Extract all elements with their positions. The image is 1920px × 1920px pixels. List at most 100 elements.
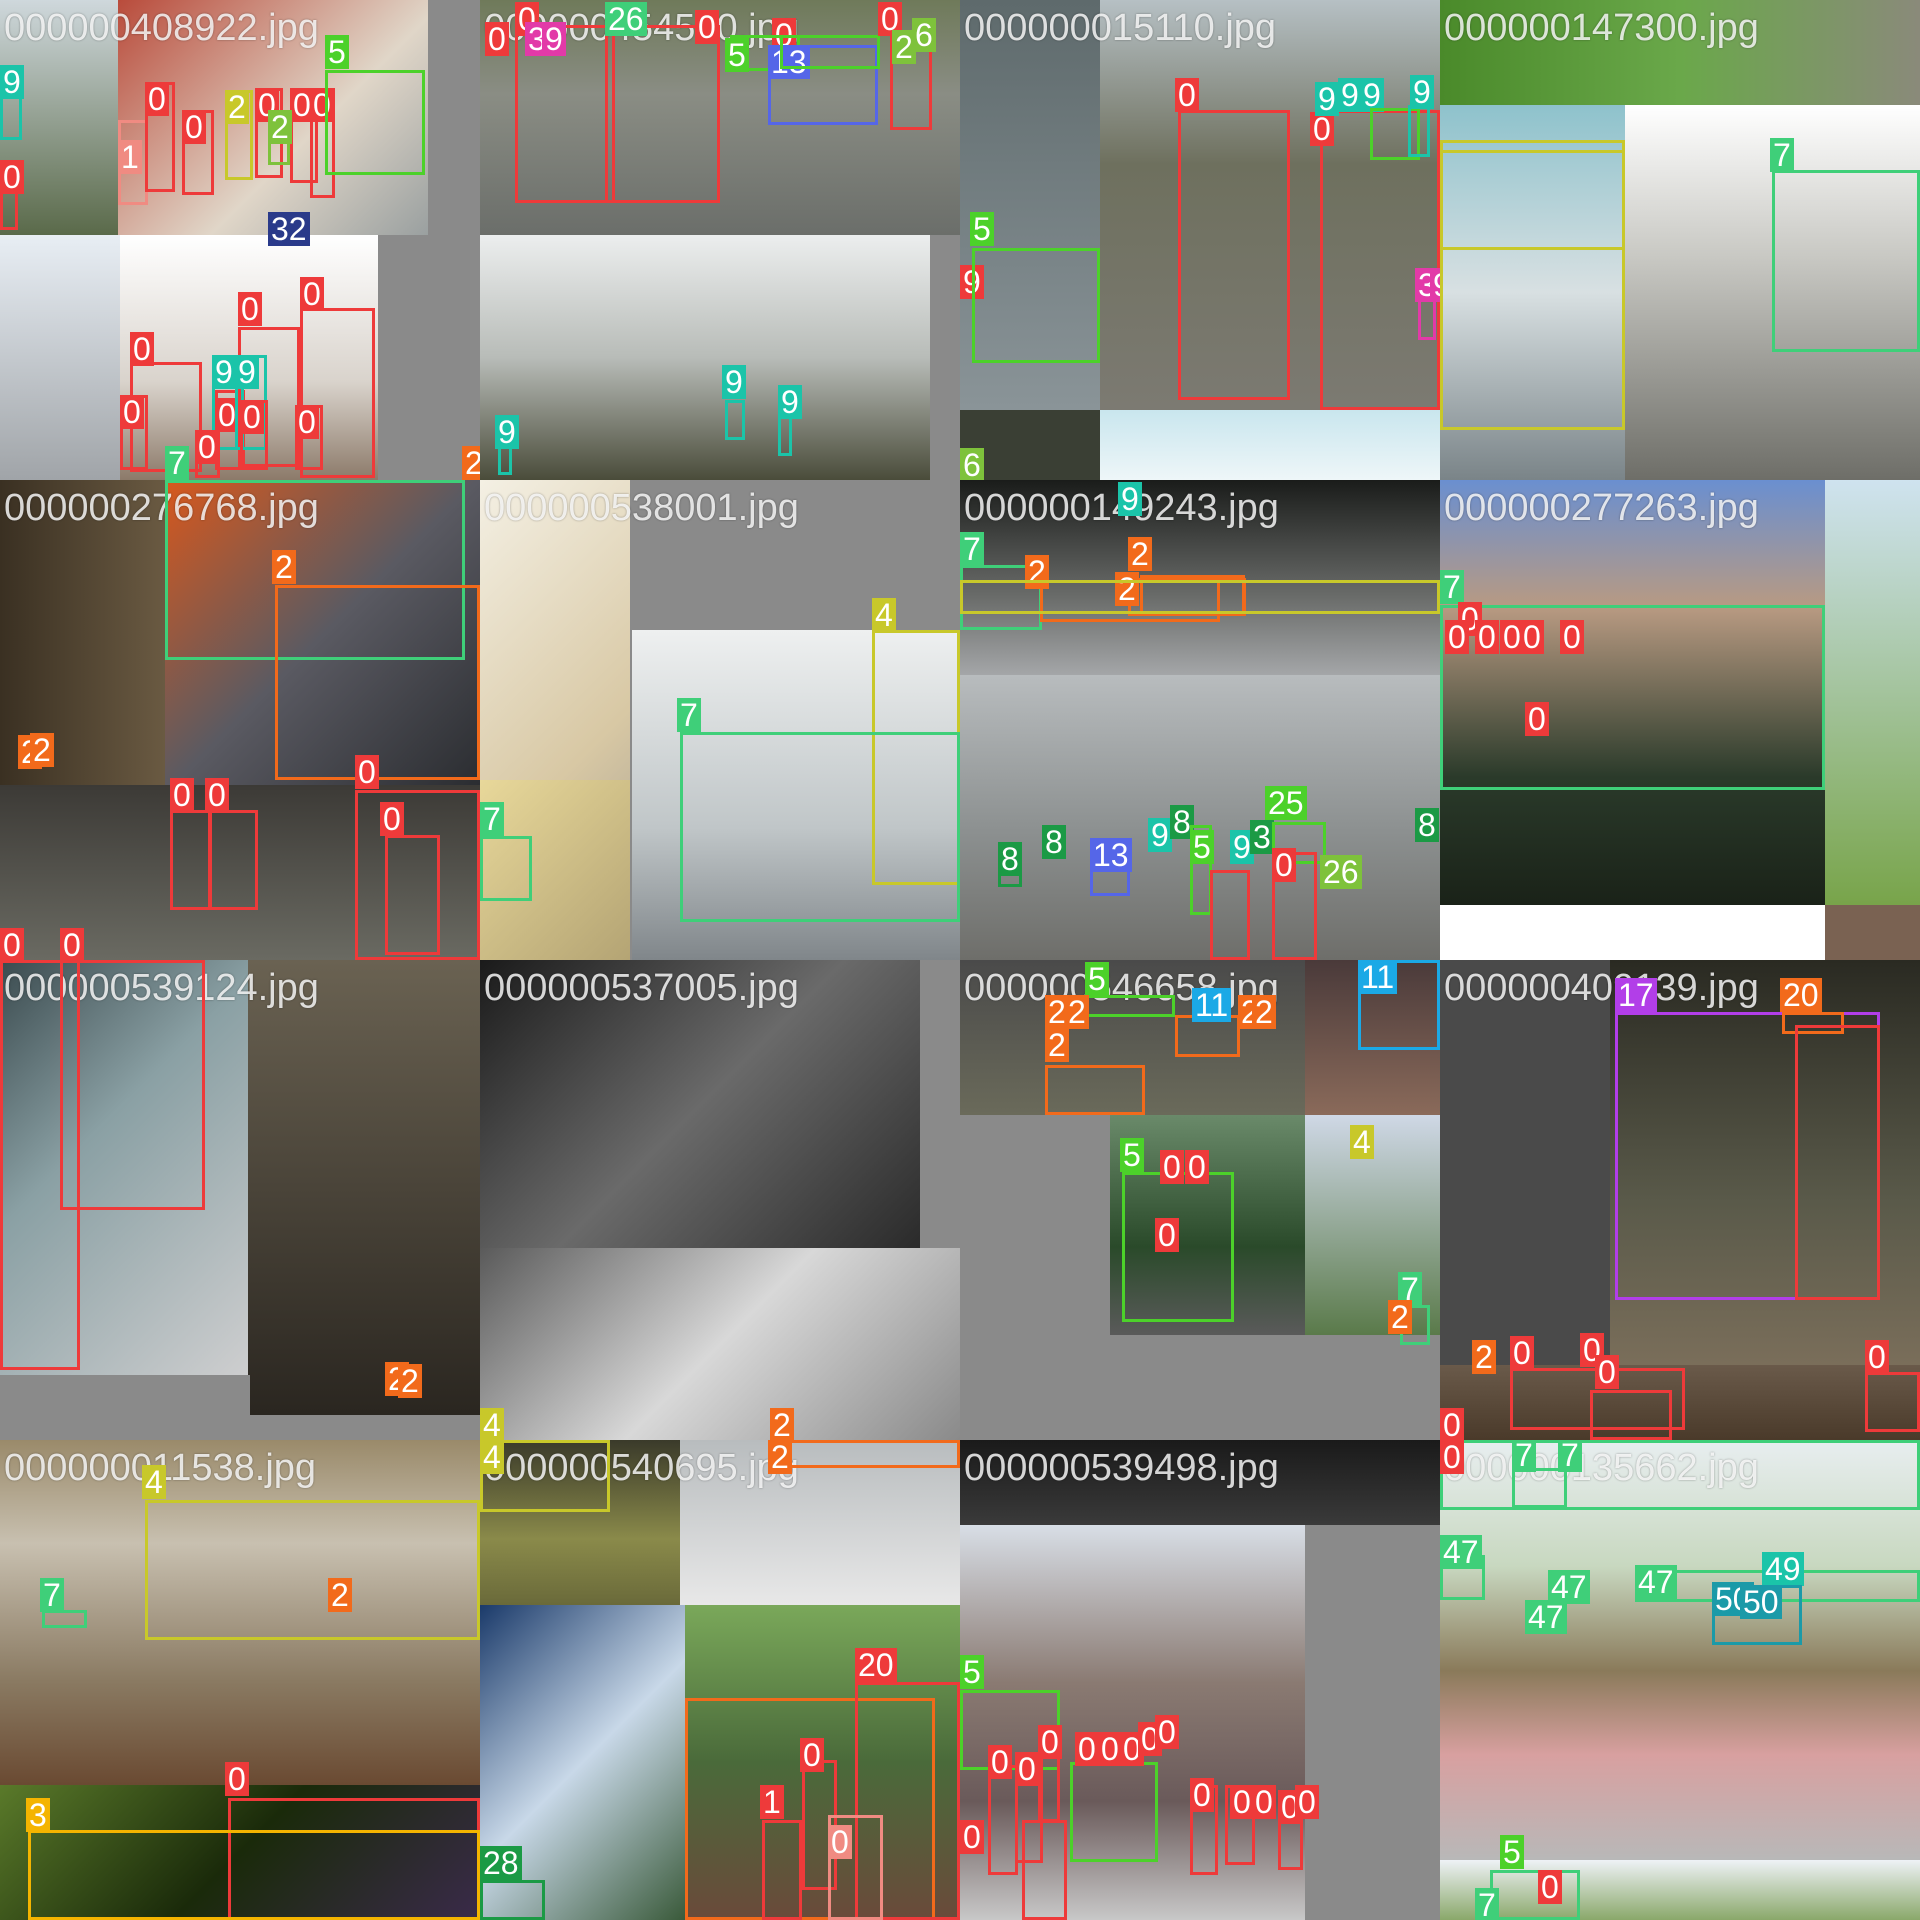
class-label: 2 — [272, 550, 296, 584]
class-label: 0 — [1445, 620, 1469, 654]
class-label: 7 — [165, 446, 189, 480]
class-label: 50 — [1740, 1585, 1782, 1619]
class-label: 0 — [485, 22, 509, 56]
class-label: 9 — [235, 355, 259, 389]
class-label: 7 — [960, 532, 984, 566]
class-label: 2 — [30, 733, 54, 767]
bounding-box — [42, 1610, 87, 1628]
class-label: 9 — [1410, 75, 1434, 109]
bounding-box — [1408, 105, 1430, 157]
bounding-box — [780, 35, 880, 69]
class-label: 1 — [118, 140, 142, 174]
class-label: 26 — [1320, 855, 1362, 889]
class-label: 0 — [1098, 1732, 1122, 1766]
mosaic-tile: 000000015110.jpg 0 0 9 9 9 9 9 5 3 9 6 — [960, 0, 1440, 480]
class-label: 2 — [1045, 995, 1069, 1029]
mosaic-tile: 000000539498.jpg 5 0 0 0 0 0 0 0 0 0 0 0… — [960, 1440, 1440, 1920]
class-label: 5 — [960, 1655, 984, 1689]
bounding-box — [480, 1440, 610, 1512]
class-label: 8 — [1415, 808, 1439, 842]
bounding-box — [1045, 1065, 1145, 1115]
class-label: 9 — [960, 265, 984, 299]
class-label: 49 — [1762, 1552, 1804, 1586]
class-label: 47 — [1635, 1565, 1677, 1599]
photo-region — [248, 960, 480, 1415]
photo-region — [0, 960, 250, 1380]
class-label: 0 — [1440, 1440, 1464, 1474]
class-label: 5 — [1190, 830, 1214, 864]
bounding-box — [1440, 1440, 1920, 1510]
bounding-box — [385, 835, 440, 955]
photo-region — [960, 960, 1305, 1115]
class-label: 0 — [1272, 848, 1296, 882]
class-label: 0 — [878, 2, 902, 36]
class-label: 0 — [1175, 78, 1199, 112]
class-label: 4 — [142, 1465, 166, 1499]
bounding-box — [828, 1815, 883, 1920]
class-label: 2 — [1252, 995, 1276, 1029]
class-label: 4 — [480, 1440, 504, 1474]
class-label: 0 — [355, 755, 379, 789]
class-label: 7 — [1475, 1888, 1499, 1920]
class-label: 9 — [1315, 82, 1339, 116]
class-label: 13 — [768, 45, 810, 79]
bounding-box — [685, 1698, 935, 1920]
class-label: 47 — [1548, 1570, 1590, 1604]
class-label: 6 — [912, 18, 936, 52]
class-label: 0 — [145, 82, 169, 116]
bounding-box — [1772, 170, 1920, 352]
mosaic-tile: 000000135662.jpg 0 7 7 47 47 47 47 49 50… — [1440, 1440, 1920, 1920]
class-label: 4 — [1350, 1125, 1374, 1159]
photo-region — [960, 0, 1105, 410]
class-label: 2 — [462, 446, 480, 480]
class-label: 0 — [1160, 1150, 1184, 1184]
bounding-box — [480, 836, 532, 901]
class-label: 9 — [542, 22, 566, 56]
class-label: 0 — [120, 395, 144, 429]
class-label: 0 — [828, 1825, 852, 1859]
class-label: 0 — [1190, 1778, 1214, 1812]
class-label: 0 — [1155, 1218, 1179, 1252]
photo-region — [480, 960, 920, 1250]
bounding-box — [1782, 1012, 1844, 1034]
photo-region — [165, 480, 480, 790]
photo-region — [1440, 1440, 1920, 1860]
mosaic-tile: 000000539124.jpg 2 2 — [0, 960, 480, 1440]
class-label: 2 — [1472, 1340, 1496, 1374]
class-label: 7 — [1512, 1440, 1536, 1472]
class-label: 9 — [1338, 78, 1362, 112]
class-label: 9 — [495, 415, 519, 449]
photo-region — [1440, 960, 1610, 1365]
photo-region — [1825, 905, 1920, 960]
class-label: 0 — [988, 1745, 1012, 1779]
class-label: 2 — [1128, 537, 1152, 571]
photo-region — [1440, 480, 1825, 905]
bounding-box — [480, 1880, 545, 1920]
class-label: 4 — [872, 598, 896, 632]
class-label: 0 — [1538, 1870, 1562, 1904]
class-label: 2 — [1045, 1028, 1069, 1062]
class-label: 9 — [1148, 818, 1172, 852]
bounding-box — [680, 732, 960, 922]
class-label: 7 — [1398, 1272, 1422, 1306]
bounding-box — [275, 585, 480, 780]
class-label: 9 — [1230, 830, 1254, 864]
bounding-box — [770, 1440, 960, 1468]
class-label: 7 — [40, 1578, 64, 1612]
photo-region — [480, 780, 630, 960]
bounding-box — [762, 1820, 802, 1920]
class-label: 20 — [855, 1648, 897, 1682]
bounding-box — [28, 1830, 480, 1920]
photo-region — [1440, 0, 1920, 105]
bounding-box — [1370, 108, 1420, 160]
class-label: 2 — [892, 30, 916, 64]
photo-region — [1825, 480, 1920, 905]
class-label: 2 — [768, 1440, 792, 1474]
bounding-box — [300, 308, 375, 478]
class-label: 5 — [970, 212, 994, 246]
photo-region — [1440, 905, 1825, 960]
bounding-box — [1272, 822, 1326, 864]
bounding-box — [960, 580, 1440, 614]
class-label: 8 — [998, 842, 1022, 876]
